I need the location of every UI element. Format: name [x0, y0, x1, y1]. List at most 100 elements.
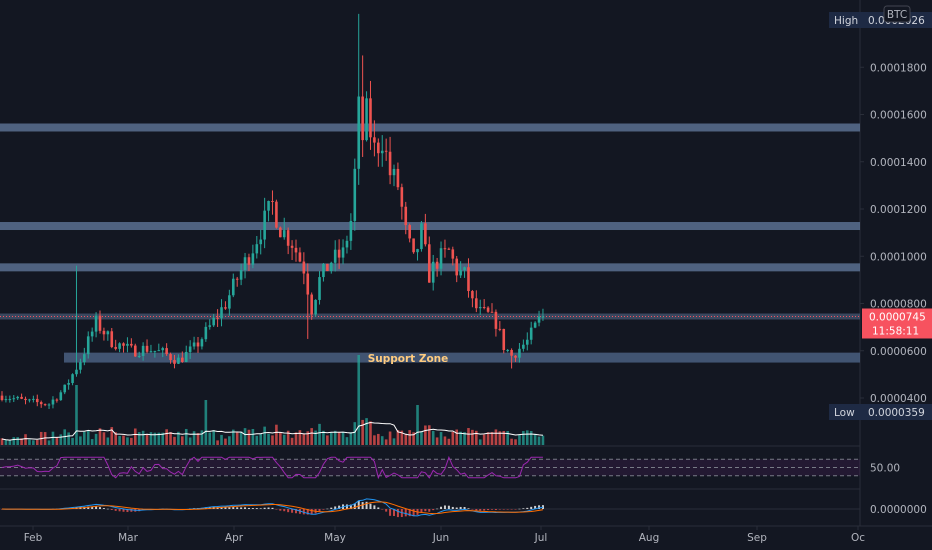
candle-body: [55, 399, 59, 401]
candle-body: [263, 210, 266, 240]
candle-body: [20, 396, 23, 399]
candle-body: [486, 307, 490, 312]
volume-bar: [192, 431, 196, 445]
candle-body: [290, 245, 294, 248]
candle-body: [443, 248, 447, 250]
volume-bar: [153, 432, 157, 445]
candle-body: [349, 220, 353, 241]
volume-bar: [435, 437, 439, 445]
volume-bar: [243, 428, 247, 445]
volume-bar: [494, 429, 498, 445]
volume-bar: [518, 434, 521, 445]
macd-histogram-bar: [455, 507, 458, 509]
macd-histogram-bar: [424, 509, 427, 512]
volume-bar: [28, 439, 31, 445]
volume-bar: [145, 434, 149, 445]
volume-bar: [231, 429, 235, 445]
macd-histogram-bar: [357, 500, 360, 509]
macd-histogram-bar: [232, 507, 235, 509]
candle-body: [231, 278, 235, 296]
resistance-level[interactable]: [0, 123, 860, 132]
candle-body: [161, 348, 165, 351]
candle-body: [333, 249, 337, 263]
macd-histogram-bar: [220, 507, 223, 509]
support-zone[interactable]: [64, 352, 860, 363]
volume-bar: [251, 428, 255, 445]
macd-histogram-bar: [322, 509, 325, 510]
volume-bar: [353, 422, 357, 445]
volume-bar: [443, 436, 447, 445]
macd-histogram-bar: [534, 505, 537, 509]
candle-body: [455, 258, 459, 276]
candle-body: [251, 253, 255, 265]
candle-body: [39, 402, 43, 405]
candle-body: [463, 267, 466, 271]
volume-bar: [133, 428, 137, 445]
volume-bar: [4, 440, 8, 445]
candle-body: [416, 249, 419, 253]
candle-body: [173, 360, 176, 364]
price-tick-label: 0.0001800: [870, 62, 927, 74]
candle-body: [431, 261, 435, 283]
macd-histogram-bar: [514, 509, 517, 510]
volume-bar: [525, 430, 529, 445]
macd-histogram-bar: [106, 508, 109, 510]
macd-histogram-bar: [538, 505, 541, 509]
macd-histogram-bar: [361, 502, 364, 509]
macd-histogram-bar: [471, 509, 474, 510]
volume-ma-line: [1, 421, 544, 441]
macd-histogram-bar: [389, 509, 392, 516]
resistance-level[interactable]: [0, 222, 860, 231]
time-tick-label: Feb: [24, 532, 43, 544]
macd-histogram-bar: [255, 508, 258, 509]
macd-histogram-bar: [365, 501, 368, 509]
candle-body: [28, 399, 31, 401]
macd-histogram-bar: [287, 509, 290, 513]
volume-bar: [71, 437, 74, 445]
volume-bar: [149, 432, 153, 445]
volume-bar: [498, 431, 502, 445]
volume-bar: [110, 427, 114, 445]
time-tick-label: Oc: [851, 532, 865, 544]
volume-bar: [79, 436, 82, 445]
macd-histogram-bar: [408, 509, 411, 517]
volume-bar: [43, 432, 47, 445]
candle-body: [79, 362, 82, 370]
macd-histogram-bar: [95, 506, 98, 509]
volume-bar: [204, 400, 208, 445]
volume-bar: [506, 431, 509, 445]
volume-bar: [165, 429, 168, 445]
candle-body: [518, 348, 521, 358]
volume-bar: [188, 437, 192, 445]
macd-histogram-bar: [443, 505, 446, 509]
currency-badge[interactable]: [883, 5, 911, 23]
macd-signal-line: [1, 501, 544, 515]
candle-body: [533, 322, 537, 328]
macd-histogram-bar: [475, 509, 478, 511]
candle-body: [271, 200, 274, 202]
candle-body: [239, 269, 243, 280]
candle-body: [259, 239, 263, 245]
candle-body: [282, 230, 286, 238]
volume-bar: [420, 431, 423, 445]
volume-bar: [271, 435, 274, 445]
volume-bar: [373, 435, 376, 445]
candle-body: [24, 398, 27, 401]
rsi-tick-label: 50.00: [870, 463, 900, 475]
volume-bar: [412, 432, 415, 445]
candle-body: [149, 351, 153, 353]
candle-body: [67, 383, 70, 385]
volume-bar: [302, 433, 306, 445]
volume-bar: [369, 421, 372, 445]
candle-body: [502, 328, 506, 351]
candle-body: [420, 223, 423, 250]
volume-bar: [471, 429, 474, 445]
volume-bar: [173, 436, 176, 445]
candle-body: [314, 299, 317, 315]
candle-body: [400, 187, 404, 207]
time-tick-label: Mar: [118, 532, 138, 544]
candle-body: [47, 404, 51, 406]
candle-body: [467, 267, 470, 292]
volume-bar: [102, 432, 106, 445]
